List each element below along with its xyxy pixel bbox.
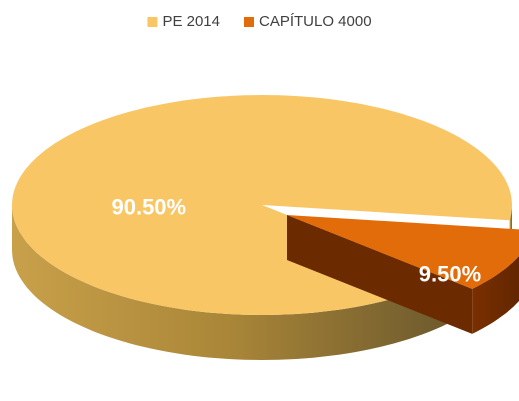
- legend-swatch: [147, 17, 158, 27]
- legend-swatch: [243, 17, 254, 27]
- slice-side: [12, 205, 448, 360]
- data-label: 9.50%: [419, 261, 481, 286]
- legend-label: PE 2014: [162, 13, 220, 30]
- data-label: 90.50%: [111, 194, 186, 219]
- legend-label: CAPÍTULO 4000: [259, 13, 372, 30]
- slice-face: [287, 215, 473, 334]
- slice: [287, 215, 519, 289]
- slice-side: [472, 255, 519, 334]
